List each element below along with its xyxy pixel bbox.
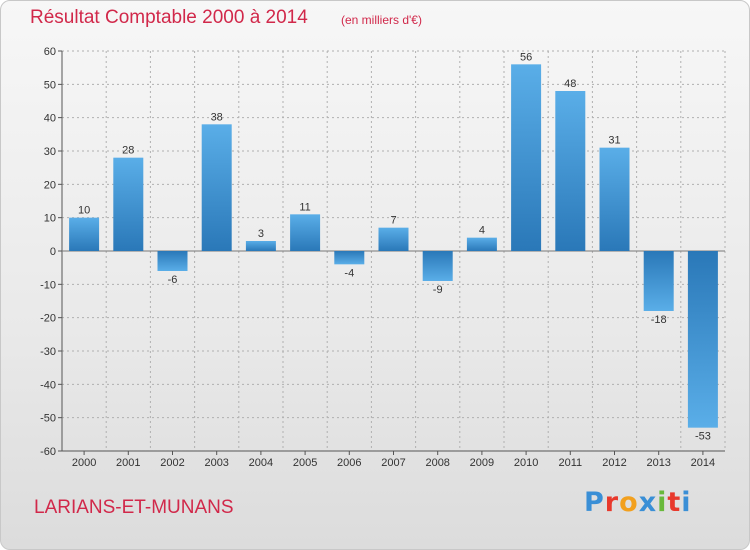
y-tick-label: -60 <box>40 446 56 458</box>
x-tick-label: 2002 <box>160 457 184 469</box>
chart-unit: (en milliers d'€) <box>341 13 422 27</box>
data-label-2002: -6 <box>168 274 178 286</box>
bar-2012 <box>599 147 630 251</box>
bar-2004 <box>245 241 276 251</box>
bar-2009 <box>466 237 497 251</box>
data-label-2012: 31 <box>608 135 620 147</box>
logo-letter: o <box>619 487 639 518</box>
x-tick-label: 2003 <box>204 457 228 469</box>
logo-letter: i <box>657 487 668 518</box>
x-tick-label: 2012 <box>602 457 626 469</box>
data-label-2000: 10 <box>78 205 90 217</box>
logo-letter: i <box>681 487 692 518</box>
y-tick-label: -50 <box>40 413 56 425</box>
data-label-2011: 48 <box>564 78 576 90</box>
proxiti-logo: Proxiti <box>584 487 692 518</box>
x-tick-label: 2007 <box>381 457 405 469</box>
logo-letter: r <box>604 487 620 518</box>
bar-2007 <box>378 227 409 251</box>
chart-title: Résultat Comptable 2000 à 2014 <box>30 7 308 28</box>
y-tick-label: 0 <box>50 246 56 258</box>
x-tick-label: 2013 <box>646 457 670 469</box>
y-tick-label: 30 <box>44 146 56 158</box>
y-tick-label: 10 <box>44 213 56 225</box>
bar-2000 <box>69 217 100 251</box>
logo-letter: x <box>638 487 658 518</box>
data-label-2007: 7 <box>390 215 396 227</box>
bar-2003 <box>201 124 232 251</box>
data-label-2001: 28 <box>122 145 134 157</box>
y-tick-label: 50 <box>44 79 56 91</box>
x-tick-label: 2010 <box>514 457 538 469</box>
x-tick-label: 2004 <box>249 457 273 469</box>
bar-2006 <box>334 251 365 265</box>
commune-name: LARIANS-ET-MUNANS <box>34 497 234 518</box>
logo-letter: P <box>584 487 605 518</box>
data-label-2004: 3 <box>258 228 264 240</box>
x-tick-label: 2009 <box>470 457 494 469</box>
x-tick-label: 2011 <box>558 457 582 469</box>
data-labels: 10 28 -6 38 3 11 -4 7 -9 4 56 48 31 -18 -53 <box>78 51 711 442</box>
data-label-2014: -53 <box>695 431 711 443</box>
data-label-2006: -4 <box>344 267 354 279</box>
bars <box>69 64 718 428</box>
x-tick-label: 2014 <box>691 457 715 469</box>
y-tick-label: -30 <box>40 346 56 358</box>
bar-2010 <box>511 64 542 251</box>
data-label-2010: 56 <box>520 51 532 63</box>
x-tick-label: 2001 <box>116 457 140 469</box>
y-tick-label: -40 <box>40 379 56 391</box>
bar-2014 <box>687 251 718 428</box>
data-label-2003: 38 <box>211 111 223 123</box>
data-label-2013: -18 <box>651 314 667 326</box>
x-tick-label: 2008 <box>425 457 449 469</box>
bar-2002 <box>157 251 188 271</box>
y-tick-label: -10 <box>40 279 56 291</box>
bar-2001 <box>113 157 144 251</box>
data-label-2008: -9 <box>433 284 443 296</box>
bar-2005 <box>290 214 321 251</box>
data-label-2009: 4 <box>479 225 485 237</box>
logo-letter: t <box>667 487 682 518</box>
bar-2008 <box>422 251 453 281</box>
bar-2011 <box>555 91 586 251</box>
x-tick-label: 2000 <box>72 457 96 469</box>
bar-2013 <box>643 251 674 311</box>
x-tick-label: 2005 <box>293 457 317 469</box>
y-tick-label: 40 <box>44 113 56 125</box>
y-tick-label: -20 <box>40 313 56 325</box>
x-tick-label: 2006 <box>337 457 361 469</box>
data-label-2005: 11 <box>299 201 310 213</box>
y-tick-label: 20 <box>44 179 56 191</box>
y-tick-label: 60 <box>44 46 56 58</box>
